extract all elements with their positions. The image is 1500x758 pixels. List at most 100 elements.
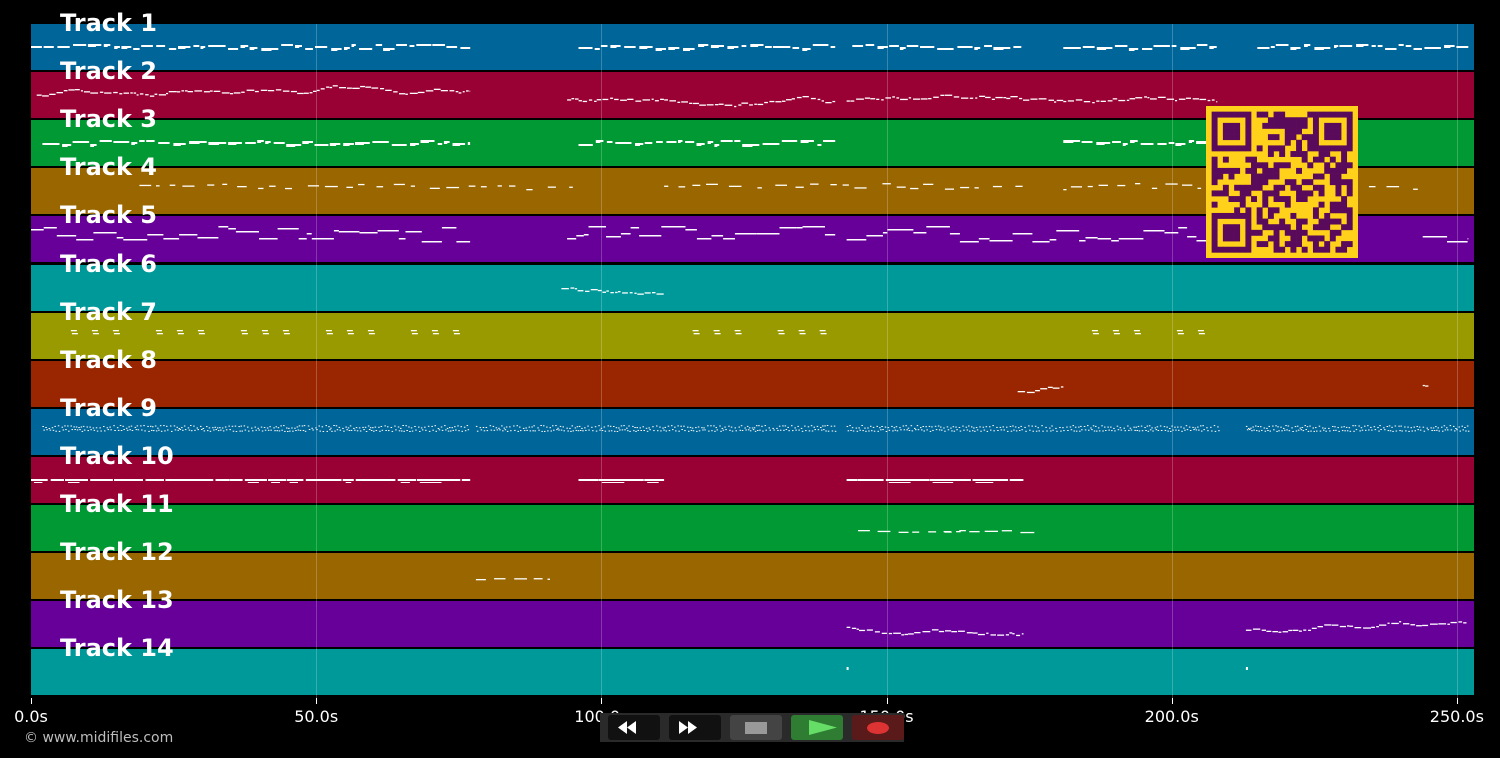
- track-lane[interactable]: Track 12: [31, 538, 1474, 599]
- note: [734, 427, 736, 429]
- note: [877, 46, 888, 48]
- note: [249, 49, 255, 50]
- note: [738, 104, 742, 106]
- stop-button[interactable]: [730, 715, 782, 740]
- track-lane[interactable]: Track 14: [31, 634, 1474, 695]
- note: [1384, 429, 1386, 431]
- note: [107, 429, 110, 431]
- note: [147, 234, 164, 236]
- note: [352, 87, 360, 89]
- rewind-button[interactable]: [608, 715, 660, 740]
- note: [200, 425, 202, 427]
- note: [1248, 428, 1250, 429]
- note: [850, 100, 855, 102]
- note: [83, 429, 86, 431]
- note: [866, 235, 883, 237]
- note: [782, 100, 786, 102]
- note: [739, 429, 741, 431]
- note: [1365, 429, 1367, 431]
- note: [1441, 426, 1443, 428]
- note: [113, 91, 118, 94]
- note: [1135, 183, 1141, 185]
- note: [131, 144, 135, 145]
- note: [1126, 99, 1130, 101]
- note: [742, 144, 760, 146]
- note: [241, 91, 245, 93]
- track-lane[interactable]: Track 6: [31, 250, 1474, 311]
- record-button[interactable]: [852, 715, 904, 740]
- note: [405, 93, 408, 95]
- note: [549, 427, 551, 429]
- note: [68, 430, 70, 432]
- note: [1466, 425, 1469, 427]
- tick-mark: [31, 698, 32, 704]
- note: [1100, 100, 1106, 102]
- note: [152, 426, 154, 428]
- note: [905, 425, 907, 427]
- note: [52, 429, 55, 431]
- track-lane[interactable]: Track 11: [31, 490, 1474, 551]
- note: [888, 482, 911, 483]
- track-lane[interactable]: Track 1: [31, 9, 1474, 70]
- note: [282, 90, 290, 92]
- track-lane[interactable]: Track 13: [31, 586, 1474, 647]
- note: [495, 427, 498, 429]
- note: [711, 235, 724, 237]
- note: [922, 426, 924, 427]
- note: [979, 95, 986, 97]
- note: [1144, 96, 1147, 98]
- note: [169, 184, 176, 186]
- note: [1070, 429, 1073, 431]
- track-notes: [139, 183, 1418, 191]
- note: [1195, 429, 1198, 431]
- note: [664, 426, 666, 428]
- note: [851, 627, 857, 629]
- note: [490, 429, 493, 431]
- note: [1347, 625, 1350, 627]
- note: [1378, 430, 1380, 432]
- note: [358, 183, 365, 186]
- note: [921, 429, 923, 431]
- note: [585, 290, 590, 292]
- gridline: [886, 24, 888, 698]
- note: [1059, 427, 1061, 428]
- track-lane[interactable]: Track 10: [31, 442, 1474, 503]
- note: [163, 425, 165, 427]
- note: [1051, 425, 1053, 427]
- note: [1328, 427, 1330, 429]
- qr-code[interactable]: [1206, 106, 1358, 258]
- note: [167, 429, 169, 431]
- track-lane[interactable]: Track 7: [31, 298, 1474, 359]
- note: [629, 430, 631, 432]
- note: [1108, 429, 1110, 431]
- note: [1141, 430, 1144, 432]
- fast-forward-button[interactable]: [669, 715, 721, 740]
- note: [529, 430, 532, 432]
- note: [865, 44, 875, 46]
- note: [302, 141, 313, 143]
- note: [56, 92, 63, 94]
- note: [1389, 430, 1392, 432]
- note: [969, 430, 971, 432]
- note: [62, 144, 72, 146]
- note: [1275, 44, 1289, 46]
- note: [922, 631, 931, 633]
- note: [696, 238, 712, 240]
- note: [881, 426, 883, 427]
- note: [1163, 426, 1166, 428]
- note: [1387, 622, 1390, 624]
- note: [695, 427, 697, 429]
- note: [1299, 427, 1302, 429]
- note: [577, 430, 580, 432]
- note: [262, 333, 269, 335]
- play-button[interactable]: [791, 715, 843, 740]
- note: [93, 429, 96, 431]
- note: [286, 479, 304, 481]
- note: [1029, 429, 1031, 431]
- note: [286, 144, 302, 146]
- track-lane[interactable]: Track 9: [31, 394, 1474, 455]
- note: [1355, 429, 1358, 431]
- note: [601, 430, 604, 431]
- note: [399, 93, 406, 95]
- track-lane[interactable]: Track 8: [31, 346, 1474, 407]
